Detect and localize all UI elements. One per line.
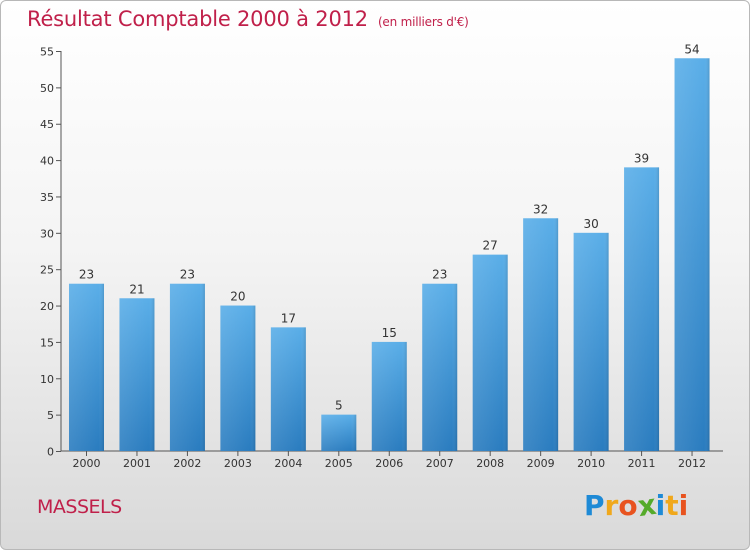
logo-letter: P [584,489,605,522]
x-tick-label: 2011 [628,457,656,470]
y-tick-label: 10 [40,373,54,386]
y-tick-label: 15 [40,336,54,349]
x-tick-label: 2002 [173,457,201,470]
logo-letter: r [604,489,619,522]
data-label: 39 [634,151,649,165]
bar-shade [220,305,256,451]
data-label: 5 [335,399,343,413]
data-label: 15 [382,326,397,340]
x-tick-label: 2009 [527,457,555,470]
bar-shade [371,341,407,451]
y-tick-label: 25 [40,264,54,277]
bar-shade [321,414,357,451]
data-label: 21 [129,282,144,296]
x-tick-label: 2005 [325,457,353,470]
x-tick-label: 2000 [73,457,101,470]
x-tick-label: 2010 [577,457,605,470]
data-label: 23 [180,268,195,282]
y-tick-label: 55 [40,46,54,59]
bar-shade [472,254,508,451]
bar-shade [169,283,205,451]
bar-shade [573,232,609,451]
chart-title-text: Résultat Comptable 2000 à 2012 [27,7,368,31]
chart-subtitle: (en milliers d'€) [377,15,469,29]
y-tick-label: 35 [40,191,54,204]
logo-letter: x [635,487,658,524]
x-tick-label: 2003 [224,457,252,470]
logo-letter: i [655,489,666,522]
y-tick-label: 40 [40,155,54,168]
bar-shade [624,167,660,451]
logo-letter: t [665,489,679,522]
data-label: 20 [230,290,245,304]
y-tick-label: 50 [40,82,54,95]
logo-letter: o [618,489,638,522]
y-tick-label: 45 [40,118,54,131]
data-label: 27 [483,239,498,253]
chart-title: Résultat Comptable 2000 à 2012 (en millie… [27,7,469,31]
data-label: 54 [684,42,699,56]
y-tick-label: 20 [40,300,54,313]
x-tick-label: 2001 [123,457,151,470]
x-tick-label: 2012 [678,457,706,470]
data-label: 17 [281,311,296,325]
y-tick-label: 30 [40,227,54,240]
bar-shade [119,298,155,451]
x-tick-label: 2007 [426,457,454,470]
town-name: MASSELS [37,496,122,518]
data-label: 23 [79,268,94,282]
data-label: 23 [432,268,447,282]
x-tick-label: 2006 [375,457,403,470]
bar-shade [674,58,710,451]
bar-shade [422,283,458,451]
bar-shade [69,283,104,451]
y-tick-label: 0 [47,446,54,459]
data-label: 32 [533,202,548,216]
bar-shade [270,327,306,451]
data-label: 30 [583,217,598,231]
x-tick-label: 2004 [274,457,302,470]
logo-letter: i [678,489,689,522]
x-tick-label: 2008 [476,457,504,470]
proxiti-logo[interactable]: Proxiti [584,487,689,524]
y-tick-label: 5 [47,409,54,422]
bar-shade [523,218,559,451]
